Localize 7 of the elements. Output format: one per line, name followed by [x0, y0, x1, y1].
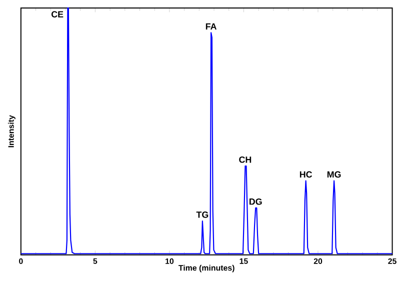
annotation: FA	[206, 23, 217, 30]
annotation: MG	[327, 171, 341, 178]
annotation: TG	[196, 212, 208, 218]
annotation: CE	[52, 11, 64, 18]
annotation: HC	[300, 171, 312, 178]
annotation: DG	[250, 198, 262, 205]
annotation: CH	[239, 156, 252, 163]
